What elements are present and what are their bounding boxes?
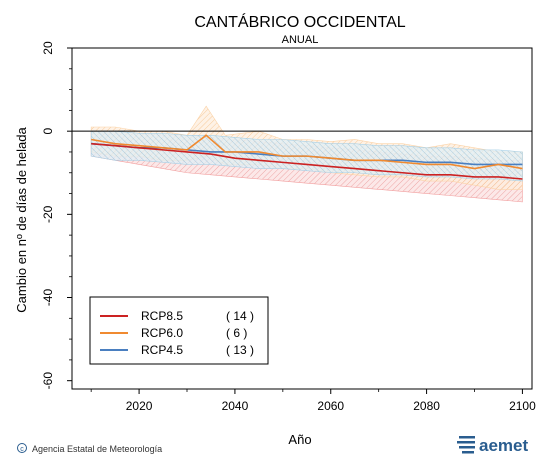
series-line-rcp85 [91,142,523,180]
aemet-brand-text: aemet [479,436,528,455]
plot-frame [71,47,533,390]
legend-count-rcp45: ( 13 ) [226,343,254,357]
y-tick-label: -60 [41,372,55,390]
legend-label-rcp60: RCP6.0 [141,326,183,340]
legend: RCP8.5 ( 14 ) RCP6.0 ( 6 ) RCP4.5 ( 13 ) [89,296,269,365]
copyright-glyph: c [20,446,24,453]
y-tick-label: 0 [41,128,55,135]
y-axis-label: Cambio en nº de días de helada [14,127,29,313]
aemet-logo-icon [457,436,475,454]
series-lines [91,134,523,180]
x-tick-label: 2080 [413,399,440,413]
y-tick-label: -20 [41,205,55,223]
y-tick-label: 20 [41,41,55,55]
footer-credit: c Agencia Estatal de Meteorología [17,443,162,454]
copyright-icon [17,443,27,453]
x-axis-label: Año [288,432,311,447]
x-tick-label: 2020 [126,399,153,413]
credit-text: Agencia Estatal de Meteorología [32,444,162,454]
legend-count-rcp60: ( 6 ) [226,326,247,340]
x-tick-label: 2040 [222,399,249,413]
legend-box [89,296,269,365]
legend-label-rcp45: RCP4.5 [141,343,183,357]
legend-count-rcp85: ( 14 ) [226,309,254,323]
axes: 20 0 -20 -40 -60 2020 2040 2060 2080 2100 [41,41,536,413]
x-tick-label: 2060 [317,399,344,413]
chart-subtitle: ANUAL [282,34,319,46]
x-tick-label: 2100 [509,399,536,413]
aemet-logo: aemet [457,436,528,455]
legend-label-rcp85: RCP8.5 [141,309,183,323]
series-line-rcp60 [91,134,523,170]
y-tick-label: -40 [41,289,55,307]
chart-title: CANTÁBRICO OCCIDENTAL [194,12,405,31]
uncertainty-bands [72,105,532,203]
